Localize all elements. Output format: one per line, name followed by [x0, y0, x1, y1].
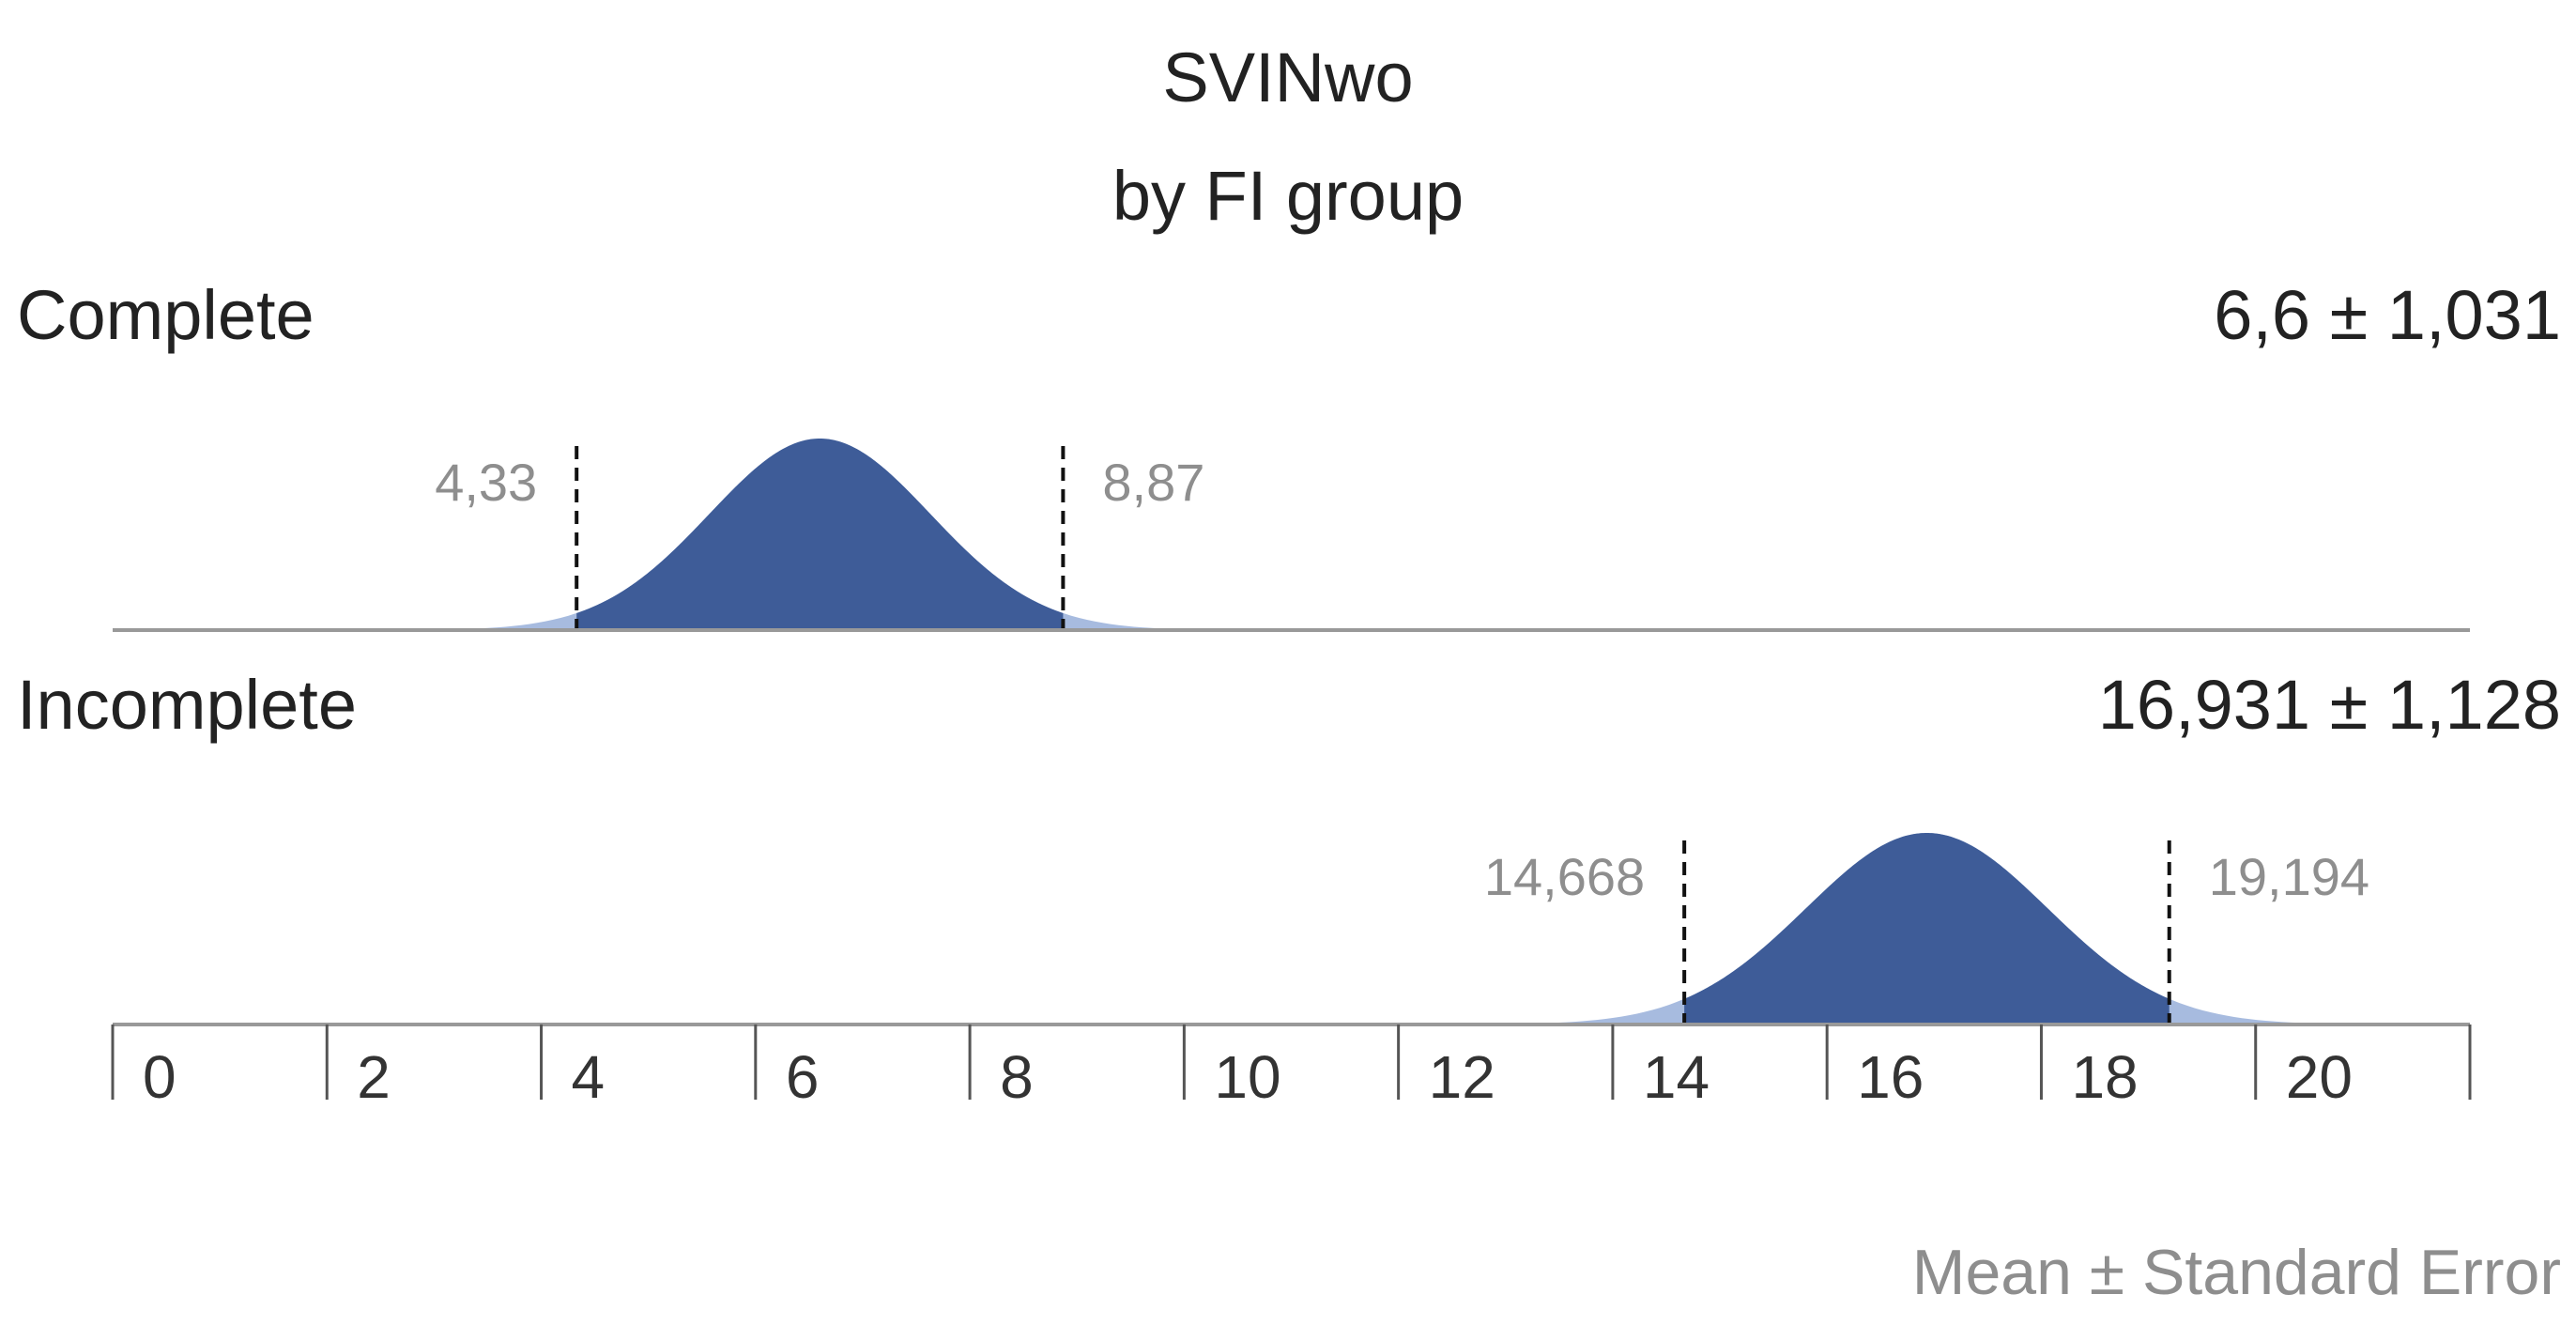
x-tick-label: 6 [786, 1043, 820, 1111]
bound-label: 8,87 [1102, 453, 1204, 512]
group-stats: 6,6 ± 1,031 [2214, 276, 2561, 354]
bound-label: 19,194 [2209, 847, 2369, 906]
chart-subtitle: by FI group [1112, 157, 1464, 235]
group-stats: 16,931 ± 1,128 [2098, 666, 2561, 744]
bound-label: 4,33 [435, 453, 537, 512]
distribution-interval [576, 439, 1064, 630]
x-tick-label: 18 [2071, 1043, 2138, 1111]
x-tick-label: 14 [1643, 1043, 1710, 1111]
x-tick-label: 8 [1000, 1043, 1034, 1111]
x-tick-label: 4 [572, 1043, 606, 1111]
x-tick-label: 0 [143, 1043, 176, 1111]
x-tick-label: 2 [357, 1043, 391, 1111]
group-label: Incomplete [17, 666, 357, 744]
distribution-interval [1684, 833, 2170, 1025]
x-tick-label: 10 [1214, 1043, 1280, 1111]
x-tick-label: 12 [1429, 1043, 1495, 1111]
group-label: Complete [17, 276, 314, 354]
chart-title: SVINwo [1162, 39, 1413, 116]
bound-label: 14,668 [1484, 847, 1645, 906]
x-tick-label: 16 [1857, 1043, 1924, 1111]
footnote: Mean ± Standard Error [1912, 1237, 2561, 1308]
x-tick-label: 20 [2286, 1043, 2353, 1111]
